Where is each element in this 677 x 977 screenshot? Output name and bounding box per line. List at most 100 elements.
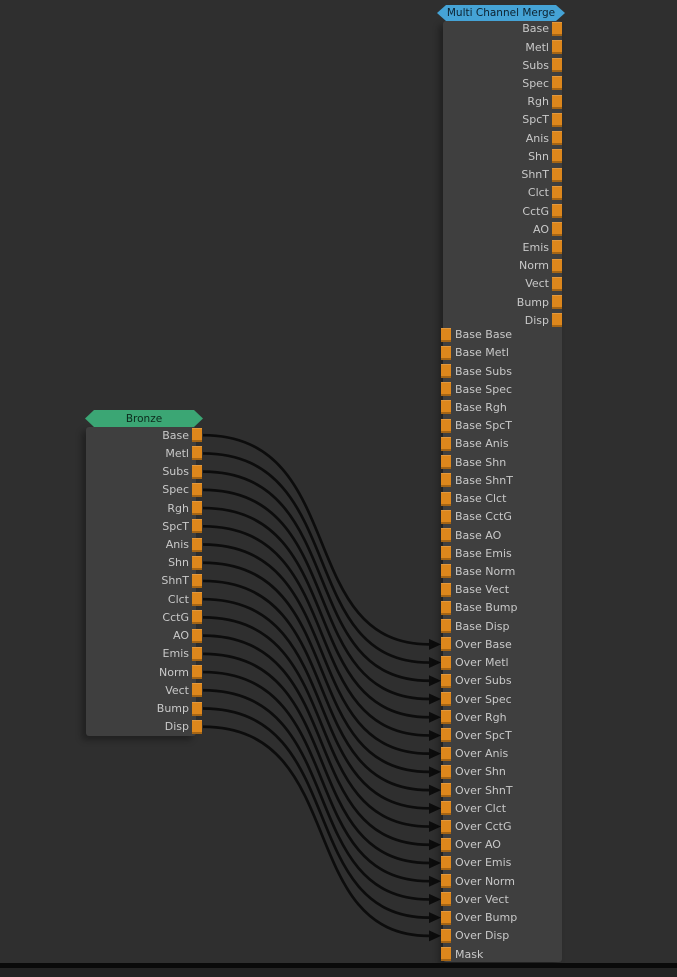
input-port[interactable] bbox=[441, 892, 451, 907]
connection-curve[interactable] bbox=[202, 543, 430, 756]
node-bronze-body[interactable]: Base Metl Subs Spec Rgh SpcT Anis Shn ShnT Clct Cc… bbox=[86, 427, 202, 736]
node-merge-body[interactable]: Base Metl Subs Spec Rgh SpcT Anis Shn ShnT Clct Cc… bbox=[441, 21, 562, 962]
output-port[interactable] bbox=[192, 683, 202, 698]
input-port[interactable] bbox=[441, 928, 451, 943]
output-port[interactable] bbox=[192, 646, 202, 661]
connection-curve[interactable] bbox=[202, 652, 430, 865]
input-port[interactable] bbox=[441, 473, 451, 488]
output-port[interactable] bbox=[192, 464, 202, 479]
input-port[interactable] bbox=[441, 382, 451, 397]
connection-curve[interactable] bbox=[202, 707, 430, 919]
input-port[interactable] bbox=[441, 619, 451, 634]
output-port[interactable] bbox=[552, 76, 562, 91]
input-port[interactable] bbox=[441, 546, 451, 561]
output-port[interactable] bbox=[192, 428, 202, 443]
node-bronze-header[interactable]: Bronze bbox=[85, 410, 203, 427]
input-port[interactable] bbox=[441, 819, 451, 834]
merge-input-row: Base AO bbox=[441, 526, 562, 544]
output-port[interactable] bbox=[192, 446, 202, 461]
input-port[interactable] bbox=[441, 564, 451, 579]
connection-curve[interactable] bbox=[202, 561, 430, 774]
output-port[interactable] bbox=[552, 94, 562, 109]
bronze-output-row: Subs bbox=[86, 463, 202, 481]
input-port[interactable] bbox=[441, 455, 451, 470]
output-port[interactable] bbox=[192, 573, 202, 588]
port-label: Base CctG bbox=[455, 510, 512, 524]
input-port[interactable] bbox=[441, 947, 451, 962]
merge-input-row: Over CctG bbox=[441, 818, 562, 836]
output-port[interactable] bbox=[192, 555, 202, 570]
input-port[interactable] bbox=[441, 837, 451, 852]
connection-curve[interactable] bbox=[202, 506, 430, 719]
input-port[interactable] bbox=[441, 746, 451, 761]
input-port[interactable] bbox=[441, 364, 451, 379]
output-port[interactable] bbox=[552, 240, 562, 255]
input-port[interactable] bbox=[441, 327, 451, 342]
output-port[interactable] bbox=[192, 519, 202, 534]
connection-curve[interactable] bbox=[202, 670, 430, 883]
output-port[interactable] bbox=[552, 149, 562, 164]
output-port[interactable] bbox=[552, 222, 562, 237]
input-port[interactable] bbox=[441, 673, 451, 688]
output-port[interactable] bbox=[552, 276, 562, 291]
connection-curve[interactable] bbox=[202, 688, 430, 901]
output-port[interactable] bbox=[552, 258, 562, 273]
input-port[interactable] bbox=[441, 910, 451, 925]
output-port[interactable] bbox=[192, 592, 202, 607]
input-port[interactable] bbox=[441, 491, 451, 506]
input-port[interactable] bbox=[441, 764, 451, 779]
output-port[interactable] bbox=[552, 21, 562, 36]
port-label: Rgh bbox=[167, 501, 189, 515]
input-port[interactable] bbox=[441, 509, 451, 524]
input-port[interactable] bbox=[441, 582, 451, 597]
input-port[interactable] bbox=[441, 418, 451, 433]
output-port[interactable] bbox=[552, 40, 562, 55]
input-port[interactable] bbox=[441, 728, 451, 743]
output-port[interactable] bbox=[552, 58, 562, 73]
output-port[interactable] bbox=[552, 313, 562, 328]
merge-output-row: AO bbox=[443, 220, 562, 238]
output-port[interactable] bbox=[192, 537, 202, 552]
input-port[interactable] bbox=[441, 692, 451, 706]
connection-curve[interactable] bbox=[202, 433, 430, 646]
input-port[interactable] bbox=[441, 783, 451, 798]
output-port[interactable] bbox=[552, 185, 562, 200]
output-port[interactable] bbox=[192, 719, 202, 734]
input-port[interactable] bbox=[441, 874, 451, 889]
output-port[interactable] bbox=[552, 112, 562, 127]
connection-curve[interactable] bbox=[202, 597, 430, 810]
connection-curve[interactable] bbox=[202, 470, 430, 683]
output-port[interactable] bbox=[192, 701, 202, 716]
connection-curve[interactable] bbox=[202, 616, 430, 828]
output-port[interactable] bbox=[552, 204, 562, 218]
connection-curve[interactable] bbox=[202, 579, 430, 792]
input-port[interactable] bbox=[441, 637, 451, 652]
output-port[interactable] bbox=[552, 131, 562, 146]
output-port[interactable] bbox=[552, 295, 562, 310]
connection-curve[interactable] bbox=[202, 725, 430, 938]
connection-curve[interactable] bbox=[202, 634, 430, 847]
connection-curve[interactable] bbox=[202, 488, 430, 701]
output-port[interactable] bbox=[192, 628, 202, 643]
output-port[interactable] bbox=[192, 610, 202, 625]
port-label: Bump bbox=[156, 702, 189, 715]
port-label: Anis bbox=[525, 131, 549, 145]
input-port[interactable] bbox=[441, 801, 451, 816]
output-port[interactable] bbox=[192, 665, 202, 680]
connection-arrowhead-icon bbox=[429, 766, 441, 778]
input-port[interactable] bbox=[441, 436, 451, 451]
output-port[interactable] bbox=[552, 167, 562, 182]
input-port[interactable] bbox=[441, 855, 451, 870]
node-merge-header[interactable]: Multi Channel Merge bbox=[437, 5, 565, 21]
input-port[interactable] bbox=[441, 400, 451, 415]
input-port[interactable] bbox=[441, 655, 451, 670]
output-port[interactable] bbox=[192, 501, 202, 516]
input-port[interactable] bbox=[441, 528, 451, 543]
connection-curve[interactable] bbox=[202, 452, 430, 664]
input-port[interactable] bbox=[441, 710, 451, 725]
input-port[interactable] bbox=[441, 345, 451, 360]
input-port[interactable] bbox=[441, 600, 451, 615]
output-port[interactable] bbox=[192, 482, 202, 497]
connection-curve[interactable] bbox=[202, 524, 430, 737]
